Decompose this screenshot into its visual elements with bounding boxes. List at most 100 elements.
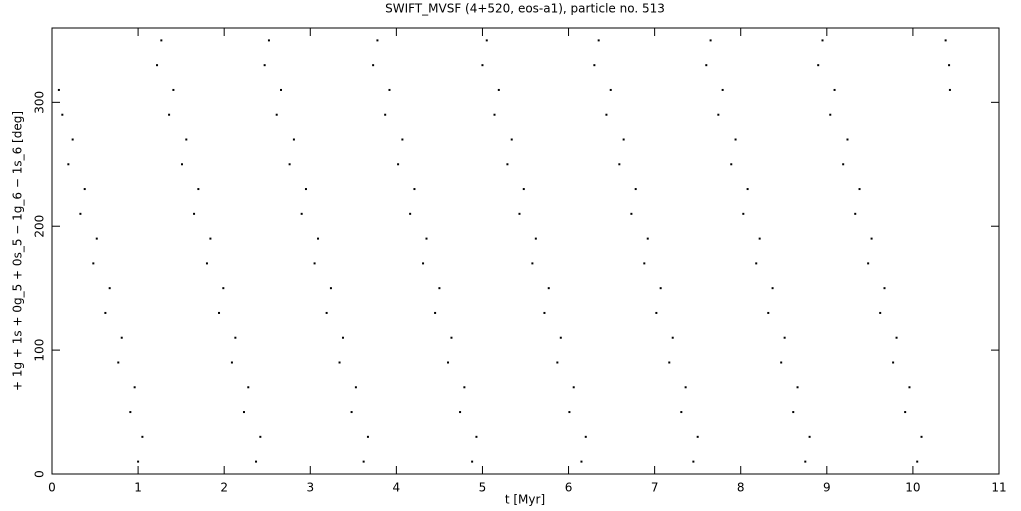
point	[858, 188, 861, 191]
x-tick-label: 7	[651, 481, 659, 495]
point	[280, 88, 283, 91]
y-tick-label: 0	[33, 470, 47, 478]
point	[746, 188, 749, 191]
point	[572, 386, 575, 389]
point	[821, 39, 824, 42]
point	[292, 138, 295, 141]
point	[372, 64, 375, 67]
point	[842, 163, 845, 166]
point	[771, 287, 774, 290]
point	[758, 237, 761, 240]
point	[384, 113, 387, 116]
point	[459, 411, 462, 414]
point	[366, 435, 369, 438]
point	[846, 138, 849, 141]
point	[57, 88, 60, 91]
point	[242, 411, 245, 414]
point	[659, 287, 662, 290]
point	[833, 88, 836, 91]
x-tick-label: 9	[823, 481, 831, 495]
point	[556, 361, 559, 364]
point	[547, 287, 550, 290]
point	[475, 435, 478, 438]
point	[584, 435, 587, 438]
point	[267, 39, 270, 42]
y-tick-label: 100	[33, 339, 47, 362]
point	[668, 361, 671, 364]
point	[133, 386, 136, 389]
point	[218, 311, 221, 314]
point	[117, 361, 120, 364]
point	[137, 460, 140, 463]
point	[376, 39, 379, 42]
point	[471, 460, 474, 463]
point	[325, 311, 328, 314]
point	[792, 411, 795, 414]
point	[908, 386, 911, 389]
x-tick-label: 11	[991, 481, 1006, 495]
point	[463, 386, 466, 389]
point	[485, 39, 488, 42]
point	[705, 64, 708, 67]
point	[568, 411, 571, 414]
point	[543, 311, 546, 314]
y-tick-label: 300	[33, 91, 47, 114]
point	[506, 163, 509, 166]
x-tick-label: 0	[48, 481, 56, 495]
point	[341, 336, 344, 339]
point	[180, 163, 183, 166]
point	[304, 188, 307, 191]
point	[593, 64, 596, 67]
point	[879, 311, 882, 314]
point	[168, 113, 171, 116]
point	[609, 88, 612, 91]
point	[755, 262, 758, 265]
point	[804, 460, 807, 463]
x-tick-label: 6	[565, 481, 573, 495]
point	[948, 88, 951, 91]
point	[350, 411, 353, 414]
point	[71, 138, 74, 141]
point	[895, 336, 898, 339]
point	[622, 138, 625, 141]
x-tick-label: 1	[134, 481, 142, 495]
point	[234, 336, 237, 339]
point	[409, 212, 412, 215]
x-axis-label: t [Myr]	[505, 493, 545, 507]
point	[920, 435, 923, 438]
point	[518, 212, 521, 215]
point	[692, 460, 695, 463]
point	[104, 311, 107, 314]
point	[160, 39, 163, 42]
point	[197, 188, 200, 191]
point	[767, 311, 770, 314]
point	[209, 237, 212, 240]
point	[780, 361, 783, 364]
point	[916, 460, 919, 463]
point	[329, 287, 332, 290]
point	[83, 188, 86, 191]
point	[354, 386, 357, 389]
point	[867, 262, 870, 265]
chart-title: SWIFT_MVSF (4+520, eos-a1), particle no.…	[385, 2, 665, 16]
point	[534, 237, 537, 240]
point	[61, 113, 64, 116]
point	[721, 88, 724, 91]
point	[796, 386, 799, 389]
x-tick-label: 2	[220, 481, 228, 495]
plot-frame	[51, 27, 1000, 475]
point	[605, 113, 608, 116]
point	[531, 262, 534, 265]
point	[817, 64, 820, 67]
point	[230, 361, 233, 364]
point	[388, 88, 391, 91]
point	[883, 287, 886, 290]
point	[313, 262, 316, 265]
point	[730, 163, 733, 166]
point	[425, 237, 428, 240]
x-tick-label: 8	[737, 481, 745, 495]
point	[447, 361, 450, 364]
x-tick-label: 4	[393, 481, 401, 495]
point	[95, 237, 98, 240]
